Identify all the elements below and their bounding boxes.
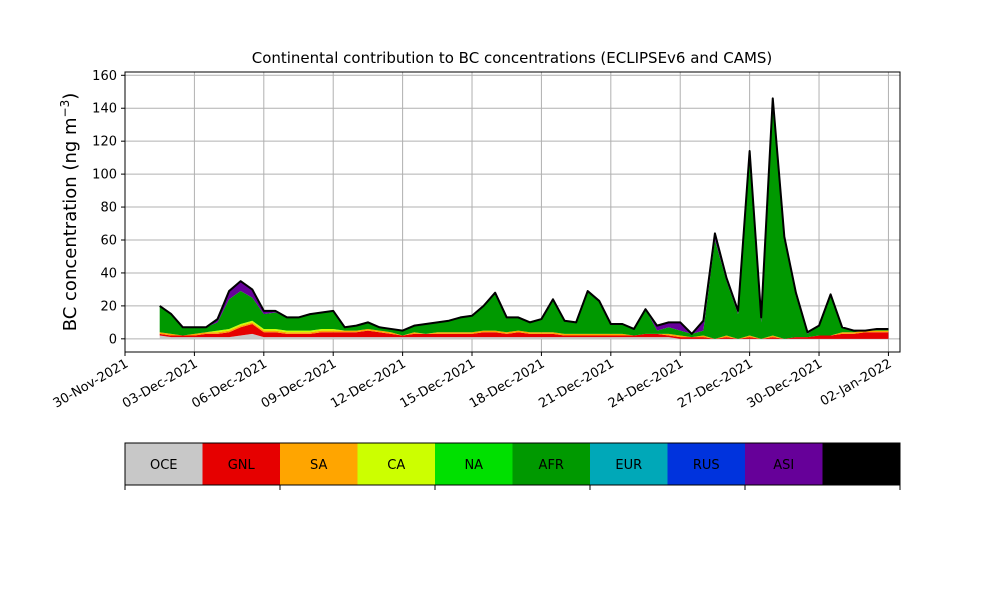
x-tick-label: 12-Dec-2021 xyxy=(328,356,408,411)
legend-swatch-sa xyxy=(280,443,358,485)
y-tick-label: 40 xyxy=(100,266,117,281)
legend-swatch-gnl xyxy=(202,443,280,485)
legend-swatch-afr xyxy=(512,443,590,485)
x-axis: 30-Nov-202103-Dec-202106-Dec-202109-Dec-… xyxy=(51,352,895,412)
legend-label-na: NA xyxy=(464,458,483,473)
y-axis-label-close: ) xyxy=(60,93,81,100)
grid-lines xyxy=(124,72,900,352)
area-afr xyxy=(159,104,889,339)
x-tick-label: 30-Nov-2021 xyxy=(51,356,131,411)
x-tick-label: 21-Dec-2021 xyxy=(536,356,616,411)
area-oce xyxy=(159,333,889,339)
y-tick-label: 60 xyxy=(100,234,117,249)
area-gnl xyxy=(159,324,889,339)
color-legend: OCE GNL SA CA NA AFR EUR RUS ASI AUS xyxy=(124,442,901,490)
y-tick-label: 120 xyxy=(92,135,117,150)
y-axis-label: BC concentration (ng m−3) xyxy=(58,93,81,332)
y-tick-label: 0 xyxy=(109,332,117,347)
x-tick-label: 24-Dec-2021 xyxy=(606,356,686,411)
x-tick-label: 09-Dec-2021 xyxy=(259,356,339,411)
y-tick-label: 20 xyxy=(100,299,117,314)
y-tick-label: 80 xyxy=(100,201,117,216)
legend-label-eur: EUR xyxy=(615,458,642,473)
legend-label-asi: ASI xyxy=(773,458,794,473)
legend-swatch-asi xyxy=(745,443,823,485)
chart-title: Continental contribution to BC concentra… xyxy=(252,49,773,67)
x-tick-label: 30-Dec-2021 xyxy=(745,356,825,411)
legend-frame xyxy=(124,442,901,486)
y-tick-label: 100 xyxy=(92,168,117,183)
y-tick-label: 140 xyxy=(92,102,117,117)
legend-swatch-rus xyxy=(667,443,745,485)
total-outline xyxy=(159,97,889,335)
x-tick-label: 03-Dec-2021 xyxy=(120,356,200,411)
legend-swatch-eur xyxy=(590,443,668,485)
x-tick-label: 02-Jan-2022 xyxy=(818,356,895,409)
legend-swatch-aus xyxy=(822,443,900,485)
legend-label-afr: AFR xyxy=(539,458,564,473)
legend-label-sa: SA xyxy=(310,458,327,473)
plot-frame xyxy=(124,71,901,353)
stacked-areas xyxy=(159,98,889,339)
total-line xyxy=(159,97,889,335)
x-tick-label: 06-Dec-2021 xyxy=(189,356,269,411)
y-axis-label-main: BC concentration (ng m xyxy=(60,117,81,331)
y-axis-label-exponent: −3 xyxy=(58,100,72,118)
legend-label-ca: CA xyxy=(387,458,405,473)
legend-swatch-oce xyxy=(125,443,203,485)
x-tick-label: 15-Dec-2021 xyxy=(398,356,478,411)
legend-label-rus: RUS xyxy=(693,458,720,473)
legend-swatch-na xyxy=(435,443,513,485)
x-tick-label: 27-Dec-2021 xyxy=(675,356,755,411)
legend-label-gnl: GNL xyxy=(228,458,256,473)
legend-label-aus: AUS xyxy=(848,458,875,473)
x-tick-label: 18-Dec-2021 xyxy=(467,356,547,411)
legend-label-oce: OCE xyxy=(150,458,178,473)
legend-swatch-ca xyxy=(357,443,435,485)
y-axis: 0 20 40 60 80 100 120 140 160 xyxy=(92,69,125,347)
y-tick-label: 160 xyxy=(92,69,117,84)
